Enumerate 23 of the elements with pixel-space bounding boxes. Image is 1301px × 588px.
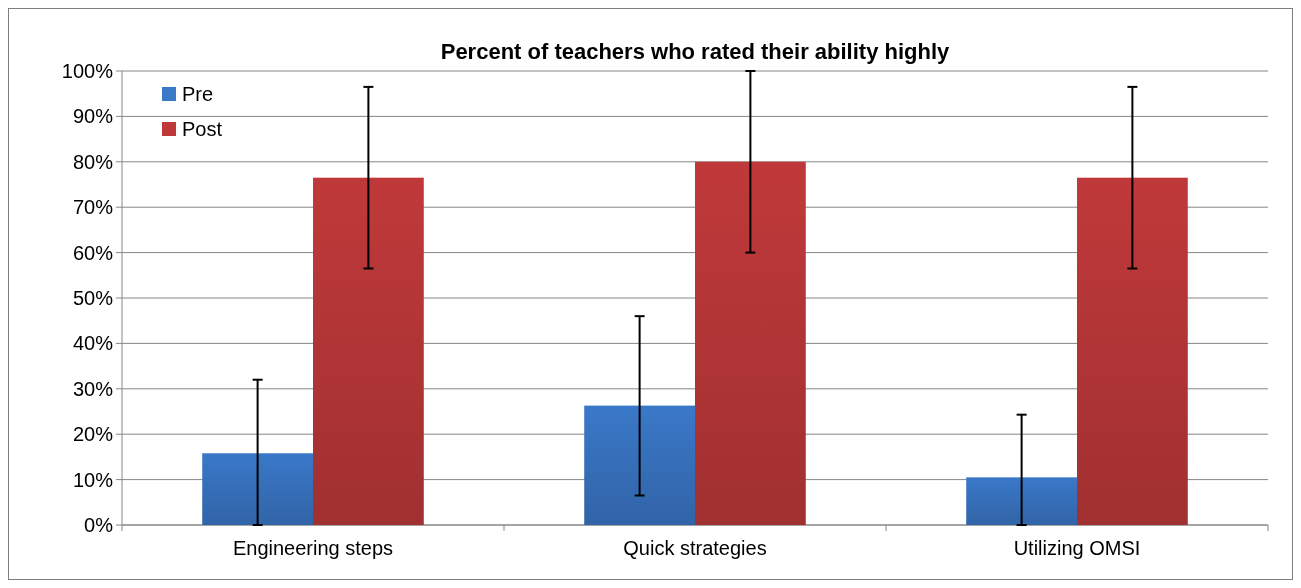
bar [1077,177,1188,525]
bar [966,477,1077,525]
y-tick-label: 80% [72,150,114,173]
y-tick-label: 60% [72,241,114,264]
bar [202,453,313,525]
y-tick-label: 0% [84,514,114,536]
x-tick-label: Quick strategies [623,537,767,559]
x-tick-label: Engineering steps [232,537,394,559]
y-tick-label: 100% [61,60,114,82]
y-tick-label: 20% [72,423,114,446]
bar [695,161,806,525]
x-tick-label: Utilizing OMSI [1013,537,1141,559]
y-tick-label: 50% [72,287,114,309]
chart-title: Percent of teachers who rated their ability highly [440,39,951,64]
bar [584,405,695,525]
legend-label: Pre [182,83,214,105]
y-tick-label: 90% [72,105,114,128]
y-tick-label: 40% [72,332,114,355]
y-tick-label: 30% [72,377,114,400]
legend-label: Post [182,118,223,140]
y-tick-label: 70% [72,196,114,219]
y-tick-label: 10% [72,468,114,491]
bar [313,177,424,525]
